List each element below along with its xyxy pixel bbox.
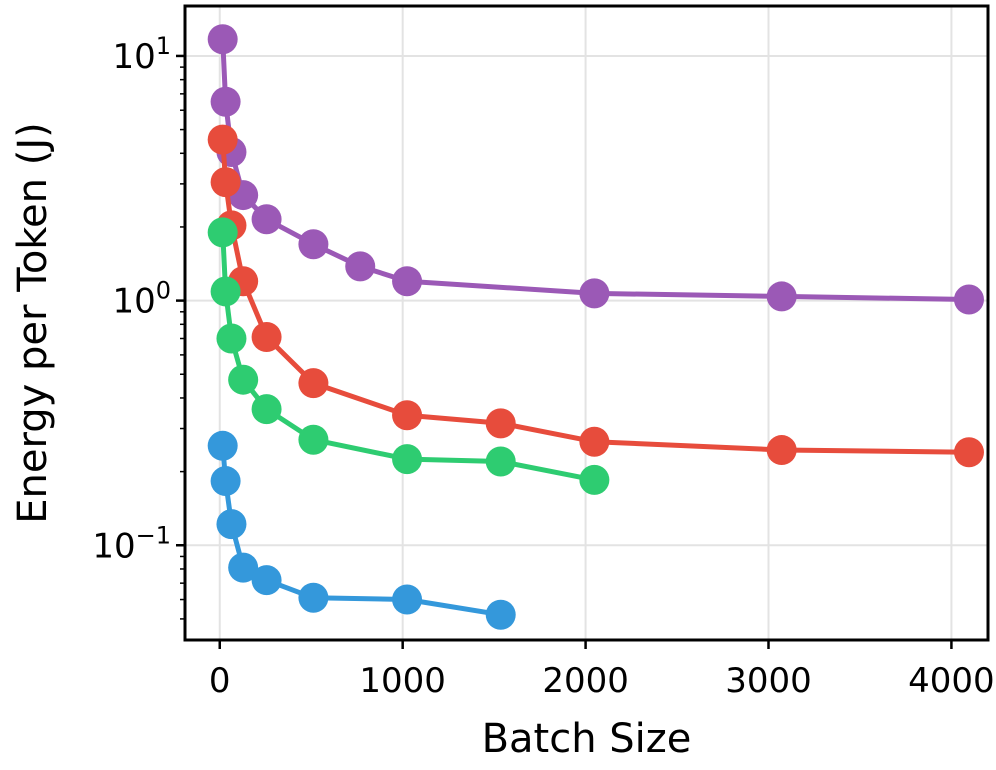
series-layer bbox=[207, 24, 984, 630]
data-point-blue bbox=[298, 582, 329, 613]
y-tick-label: 100 bbox=[112, 277, 171, 322]
data-point-red bbox=[298, 368, 329, 399]
data-point-red bbox=[207, 124, 238, 155]
data-point-purple bbox=[210, 86, 241, 117]
data-point-green bbox=[579, 464, 610, 495]
series-green bbox=[207, 217, 610, 495]
data-point-purple bbox=[766, 281, 797, 312]
data-point-green bbox=[216, 323, 247, 354]
data-point-purple bbox=[298, 229, 329, 260]
data-point-purple bbox=[579, 278, 610, 309]
y-tick-label: 101 bbox=[112, 32, 171, 77]
data-point-green bbox=[228, 364, 259, 395]
series-purple bbox=[207, 24, 984, 315]
x-tick-label: 2000 bbox=[542, 661, 629, 701]
data-point-purple bbox=[392, 266, 423, 297]
data-point-red bbox=[766, 435, 797, 466]
data-point-purple bbox=[953, 284, 984, 315]
x-tick-label: 4000 bbox=[908, 661, 995, 701]
grid-lines bbox=[185, 6, 988, 640]
series-red bbox=[207, 124, 984, 468]
data-point-red bbox=[210, 167, 241, 198]
data-point-red bbox=[392, 400, 423, 431]
x-axis-label: Batch Size bbox=[482, 716, 692, 762]
data-point-green bbox=[210, 276, 241, 307]
data-point-blue bbox=[392, 584, 423, 615]
data-point-blue bbox=[228, 552, 259, 583]
y-tick-label: 10−1 bbox=[92, 521, 171, 566]
data-point-blue bbox=[210, 466, 241, 497]
axis-ticks: 0 1000 2000 3000 4000 10−1 100 101 bbox=[92, 32, 994, 701]
data-point-green bbox=[251, 394, 282, 425]
x-tick-label: 0 bbox=[209, 661, 231, 701]
data-point-red bbox=[485, 408, 516, 439]
x-tick-label: 1000 bbox=[359, 661, 446, 701]
data-point-purple bbox=[345, 251, 376, 282]
data-point-blue bbox=[251, 565, 282, 596]
data-point-blue bbox=[216, 509, 247, 540]
data-point-red bbox=[251, 321, 282, 352]
series-blue bbox=[207, 430, 516, 630]
y-axis-label: Energy per Token (J) bbox=[10, 122, 56, 523]
data-point-purple bbox=[251, 204, 282, 235]
data-point-red bbox=[953, 437, 984, 468]
data-point-green bbox=[207, 217, 238, 248]
data-point-purple bbox=[207, 24, 238, 55]
data-point-red bbox=[579, 426, 610, 457]
data-point-blue bbox=[485, 599, 516, 630]
data-point-green bbox=[298, 424, 329, 455]
data-point-green bbox=[392, 444, 423, 475]
data-point-blue bbox=[207, 430, 238, 461]
series-line-purple bbox=[220, 39, 970, 302]
data-point-green bbox=[485, 446, 516, 477]
x-tick-label: 3000 bbox=[725, 661, 812, 701]
